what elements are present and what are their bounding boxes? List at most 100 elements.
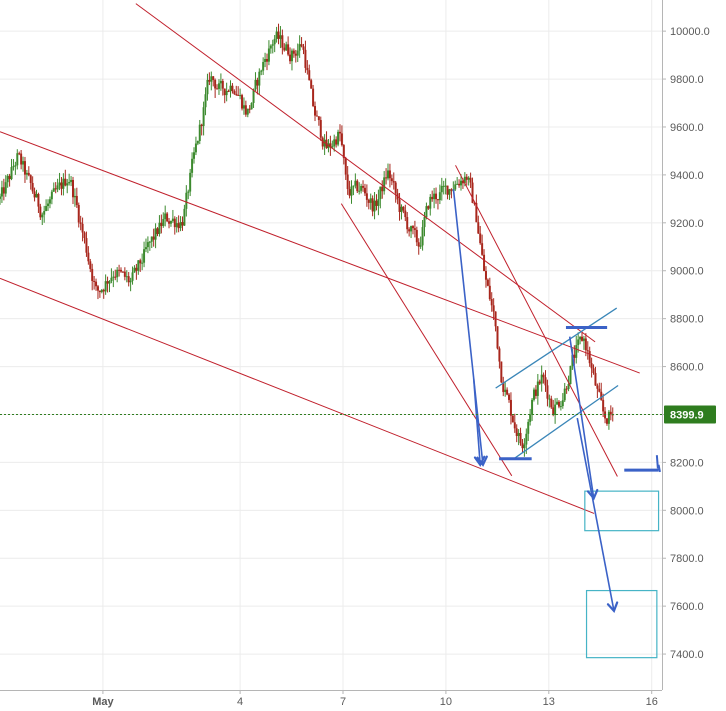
candle-body-down <box>37 193 40 207</box>
candle-body-down <box>609 411 612 415</box>
candle-body-down <box>31 182 34 192</box>
x-tick-label: 16 <box>646 696 658 708</box>
candle-body-down <box>75 195 78 205</box>
candle-body-up <box>0 196 1 199</box>
candle-body-down <box>54 188 57 190</box>
candle-body-down <box>473 202 476 204</box>
candle-body-down <box>450 189 453 191</box>
candle-body-down <box>427 206 430 209</box>
candle-body-down <box>338 131 341 134</box>
candle-body-up <box>567 384 570 389</box>
candle-body-down <box>371 198 374 212</box>
candle-body-down <box>310 80 313 89</box>
candle-body-up <box>429 196 432 209</box>
candle-body-up <box>104 281 107 292</box>
candle-body-up <box>239 95 242 97</box>
candle-body-down <box>388 170 391 179</box>
candle-body-up <box>454 184 457 190</box>
candle-body-up <box>354 180 357 186</box>
candle-body-up <box>242 105 245 109</box>
candle-body-down <box>398 199 401 212</box>
candle-body-down <box>479 233 482 244</box>
candle-body-down <box>538 381 541 384</box>
candle-body-up <box>187 191 190 193</box>
candle-body-up <box>150 236 153 242</box>
candle-body-up <box>154 228 157 240</box>
current-price-tag <box>664 405 716 424</box>
arrow-shaft <box>576 417 615 612</box>
candle-body-down <box>244 105 247 115</box>
candle-body-up <box>146 242 149 248</box>
candle-body-up <box>229 85 232 92</box>
trendline <box>0 277 595 514</box>
candle-body-down <box>346 174 349 190</box>
y-tick-label: 8600.0 <box>670 362 704 374</box>
candle-body-up <box>219 80 222 84</box>
candle-body-down <box>85 238 88 253</box>
candle-body-down <box>91 268 94 281</box>
candle-body-up <box>206 79 209 95</box>
candle-body-up <box>62 178 65 189</box>
candle-body-up <box>525 433 528 445</box>
y-tick-label: 9000.0 <box>670 266 704 278</box>
candle-body-down <box>592 368 595 373</box>
candle-body-down <box>23 161 26 175</box>
candle-body-down <box>509 399 512 416</box>
x-tick-label: 10 <box>440 696 452 708</box>
candle-body-down <box>139 260 142 264</box>
candle-body-down <box>385 177 388 179</box>
candle-body-down <box>344 158 347 175</box>
candle-body-up <box>56 185 59 190</box>
candle-body-down <box>87 252 90 262</box>
candle-body-up <box>246 108 249 115</box>
candle-body-down <box>60 182 63 189</box>
candle-body-up <box>536 381 539 396</box>
candle-body-up <box>563 388 566 401</box>
y-tick-label: 7400.0 <box>670 649 704 661</box>
candle-body-down <box>511 415 514 423</box>
arrow-shaft <box>452 189 484 465</box>
candle-body-up <box>400 206 403 212</box>
candle-body-down <box>465 176 468 180</box>
candle-body-down <box>289 54 292 62</box>
candle-body-down <box>118 269 121 271</box>
candle-body-down <box>223 88 226 96</box>
candle-body-down <box>177 223 180 229</box>
candle-body-up <box>52 188 55 192</box>
trendline <box>455 165 618 477</box>
candle-body-down <box>98 290 101 293</box>
candle-body-down <box>233 91 236 94</box>
candle-body-down <box>513 422 516 429</box>
candle-body-up <box>531 399 534 415</box>
candle-body-up <box>333 139 336 147</box>
candle-body-up <box>442 185 445 187</box>
candle-body-up <box>527 421 530 434</box>
candle-body-down <box>342 145 345 159</box>
candle-body-up <box>112 276 115 278</box>
candle-body-down <box>598 388 601 392</box>
candle-body-down <box>102 289 105 292</box>
candle-body-up <box>273 38 276 45</box>
plot-background <box>0 0 662 690</box>
candle-body-up <box>352 185 355 187</box>
candle-body-down <box>231 85 234 92</box>
candle-body-down <box>256 79 259 86</box>
candle-body-down <box>506 389 509 395</box>
candle-body-down <box>375 200 378 206</box>
y-tick-label: 8800.0 <box>670 314 704 326</box>
candle-body-down <box>300 44 303 47</box>
candle-body-down <box>317 116 320 121</box>
candle-body-up <box>290 50 293 62</box>
candle-body-up <box>164 213 167 220</box>
candle-body-up <box>258 71 261 86</box>
candle-body-up <box>448 189 451 195</box>
candle-body-down <box>235 93 238 95</box>
candle-body-down <box>584 338 587 351</box>
candle-body-up <box>225 90 228 96</box>
candle-body-up <box>438 192 441 201</box>
candle-body-down <box>121 271 124 273</box>
candle-body-up <box>143 249 146 263</box>
candle-body-up <box>144 247 147 250</box>
